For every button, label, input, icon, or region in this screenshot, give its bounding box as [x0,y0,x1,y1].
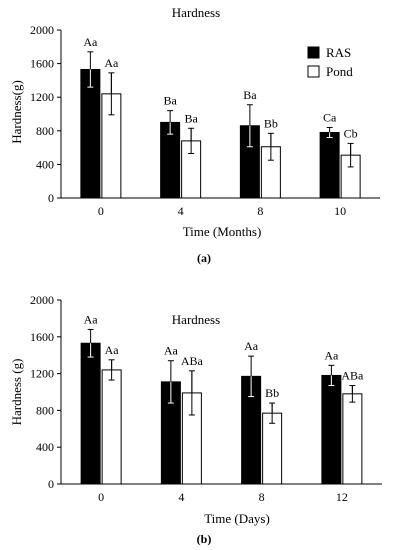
axes-a: 0 400 800 1200 1600 2000 0 4 8 10 [30,23,380,218]
significance-label: Aa [324,348,339,362]
legend: RAS Pond [307,45,353,79]
x-tick-label: 8 [257,204,263,218]
y-tick-label: 800 [36,403,54,417]
legend-swatch-ras [307,46,320,59]
significance-label: Ba [163,94,177,108]
y-tick-label: 0 [48,191,54,205]
significance-label: ABa [181,354,204,368]
chart-panel-b: Hardness Hardness (g) Time (Days) (b) 0 4… [9,293,382,546]
significance-label: Aa [83,35,98,49]
x-tick-label: 12 [336,490,348,504]
bar-ras [319,131,340,199]
legend-swatch-pond [307,65,320,78]
x-axis-label: Time (Months) [183,224,262,239]
marks-a: Aa Aa Ba Ba Ba Bb Ca Cb [80,35,361,199]
significance-label: Bb [264,116,278,130]
significance-label: ABa [341,369,364,383]
x-tick-label: 8 [259,490,265,504]
significance-label: Aa [164,344,179,358]
significance-label: Ca [323,110,337,124]
y-tick-label: 1600 [30,330,54,344]
y-tick-label: 1200 [30,90,54,104]
bar-ras [321,374,342,485]
y-axis-label: Hardness (g) [9,359,24,426]
significance-label: Bb [265,386,279,400]
x-axis-label: Time (Days) [204,511,270,526]
y-tick-label: 2000 [30,23,54,37]
significance-label: Cb [344,126,358,140]
bar-ras [80,342,101,485]
y-tick-label: 400 [36,157,54,171]
significance-label: Ba [243,88,257,102]
significance-label: Aa [104,56,119,70]
panel-label: (b) [197,532,212,546]
significance-label: Aa [105,343,120,357]
chart-title: Hardness [172,312,220,327]
panel-label: (a) [197,251,211,265]
y-tick-label: 1200 [30,367,54,381]
significance-label: Aa [84,312,99,326]
x-tick-label: 0 [98,490,104,504]
y-tick-label: 2000 [30,293,54,307]
legend-label-pond: Pond [326,64,353,79]
y-tick-label: 1600 [30,57,54,71]
chart-title: Hardness [172,5,220,20]
y-tick-label: 0 [48,477,54,491]
legend-label-ras: RAS [326,45,351,60]
chart-panel-a: Hardness Hardness(g) Time (Months) (a) 0… [9,5,380,265]
x-tick-label: 4 [178,204,184,218]
significance-label: Ba [184,111,198,125]
x-tick-label: 0 [98,204,104,218]
bar-pond [262,412,283,485]
x-tick-label: 4 [178,490,184,504]
y-tick-label: 400 [36,440,54,454]
bar-ras [80,68,101,199]
significance-label: Aa [244,339,259,353]
x-tick-label: 10 [334,204,346,218]
y-axis-label: Hardness(g) [9,80,24,144]
bar-pond [101,369,122,485]
bar-pond [342,393,363,485]
y-tick-label: 800 [36,124,54,138]
